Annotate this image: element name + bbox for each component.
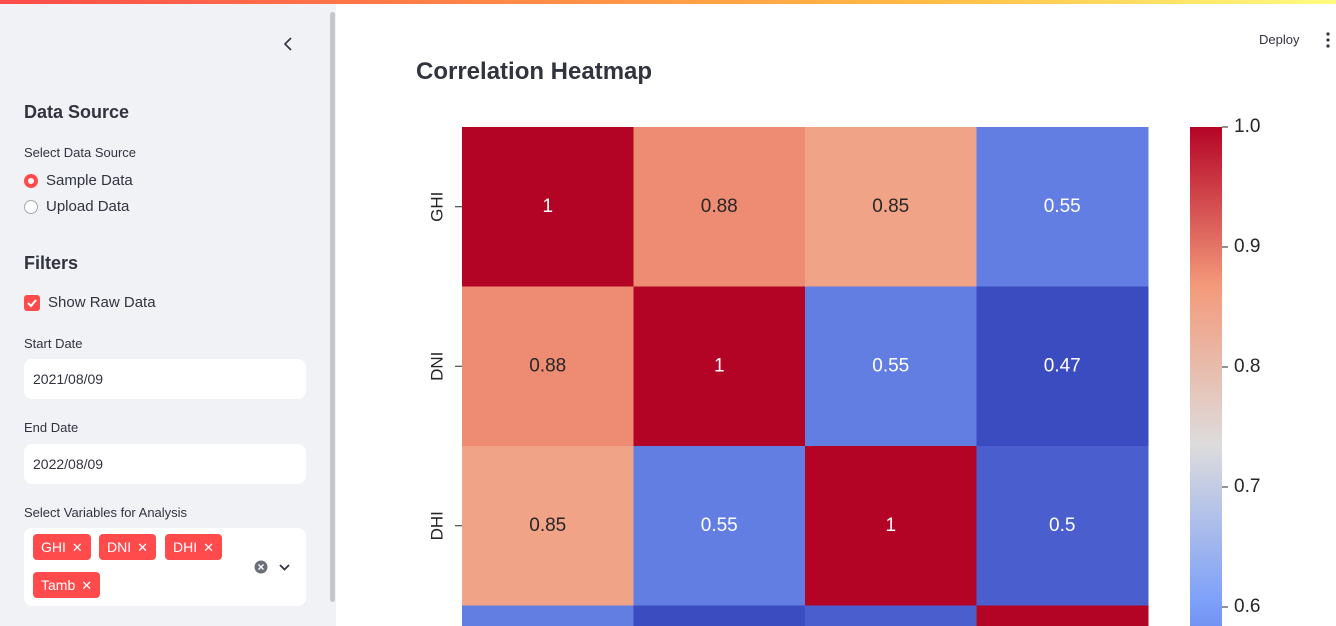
checkbox-text: Show Raw Data: [48, 294, 156, 311]
cell-label: 0.85: [529, 515, 566, 536]
row-label: DNI: [427, 352, 446, 381]
heatmap-cell: [805, 605, 977, 626]
collapse-sidebar[interactable]: [282, 36, 294, 52]
heatmap-cell: [633, 127, 806, 287]
heatmap-cell: [805, 446, 977, 606]
sidebar: Data Source Select Data Source Sample Da…: [0, 4, 336, 626]
tag-text: Tamb: [41, 577, 76, 593]
field-label: Select Data Source: [24, 145, 137, 160]
option-text: Sample Data: [46, 172, 133, 189]
checkbox[interactable]: Show Raw Data: [24, 294, 156, 311]
cell-label: 0.88: [701, 196, 738, 217]
heatmap-cell: [976, 605, 1149, 626]
row-label: GHI: [427, 192, 446, 222]
heatmap-cell: [462, 446, 634, 606]
deploy-button[interactable]: Deploy: [1259, 32, 1300, 47]
date-input[interactable]: 2022/08/09: [24, 444, 306, 484]
colorbar: [1190, 127, 1222, 626]
heatmap-cell: [976, 446, 1149, 606]
radio-option[interactable]: Upload Data: [24, 198, 129, 215]
colorbar-tick-label: 1.0: [1234, 116, 1260, 137]
heatmap-chart: GHI 1 0.88 0.85 0.55 DNI 0.88 1 0.55 0.47 DHI 0.85 0…: [427, 116, 1260, 626]
heatmap-cell: [805, 127, 977, 287]
heatmap-cell: [462, 127, 634, 287]
tag-text: DNI: [107, 539, 132, 555]
tag[interactable]: Tamb ✕: [33, 572, 101, 598]
row-label: DHI: [427, 511, 446, 540]
field-label: Select Variables for Analysis: [24, 505, 188, 520]
heatmap-cell: [462, 286, 634, 447]
option-text: Upload Data: [46, 198, 130, 215]
cell-label: 0.55: [1044, 196, 1081, 217]
page-title: Correlation Heatmap: [416, 58, 653, 85]
cell-label: 0.88: [529, 355, 566, 376]
cell-label: 1: [714, 355, 725, 376]
section-heading: Filters: [24, 253, 79, 273]
cell-label: 0.55: [701, 515, 738, 536]
radio-option[interactable]: Sample Data: [24, 172, 133, 189]
cell-label: 1: [885, 515, 896, 536]
colorbar-tick-label: 0.7: [1234, 476, 1260, 497]
cell-label: 0.47: [1044, 355, 1081, 376]
multiselect[interactable]: GHI ✕ DNI ✕ DHI ✕ Tamb ✕: [24, 528, 306, 606]
colorbar-tick-label: 0.6: [1234, 596, 1260, 617]
tag[interactable]: GHI ✕: [33, 534, 91, 560]
colorbar-tick-label: 0.9: [1234, 236, 1260, 257]
heatmap-cell: [976, 127, 1149, 287]
heatmap-cell: [633, 286, 806, 447]
cell-label: 0.85: [872, 196, 909, 217]
tag-text: DHI: [173, 539, 198, 555]
header-decoration: [0, 0, 1336, 4]
main-menu[interactable]: [1325, 32, 1331, 48]
heatmap-cell: [462, 605, 634, 626]
colorbar-tick-label: 0.8: [1234, 356, 1260, 377]
clear-and-expand[interactable]: [252, 559, 292, 575]
cell-label: 0.55: [872, 355, 909, 376]
date-input[interactable]: 2021/08/09: [24, 359, 306, 399]
field-label: End Date: [24, 420, 79, 435]
section-heading: Data Source: [24, 102, 130, 122]
cell-label: 1: [542, 196, 553, 217]
heatmap-cell: [976, 286, 1149, 447]
heatmap-cell: [805, 286, 977, 447]
heatmap-cell: [633, 446, 806, 606]
heatmap-cell: [633, 605, 806, 626]
scrollbar[interactable]: [330, 12, 335, 602]
tag[interactable]: DNI ✕: [99, 534, 157, 560]
tag[interactable]: DHI ✕: [165, 534, 223, 560]
cell-label: 0.5: [1049, 515, 1075, 536]
field-label: Start Date: [24, 336, 83, 351]
tag-text: GHI: [41, 539, 66, 555]
